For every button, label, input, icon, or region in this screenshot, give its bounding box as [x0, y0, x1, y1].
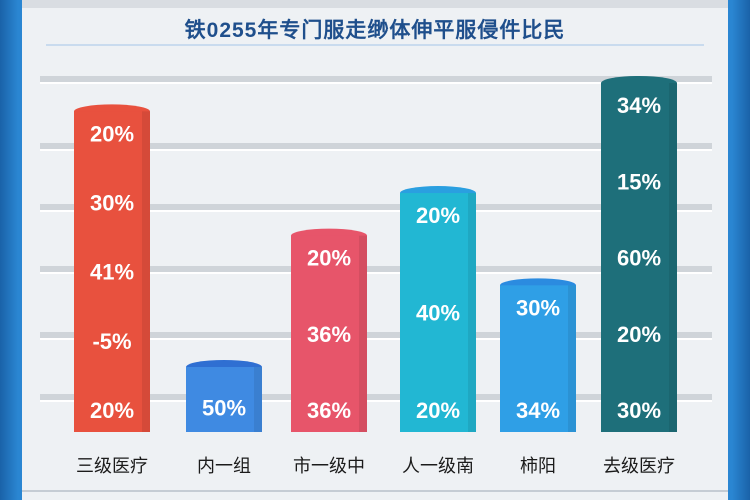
bar-5-value-label-1: 15%	[617, 169, 661, 194]
bar-0-value-label-4: 20%	[90, 398, 134, 423]
title-divider	[46, 44, 704, 46]
category-label-5: 去级医疗	[603, 456, 675, 477]
bar-3-value-label-2: 20%	[416, 398, 460, 423]
bar-0-value-label-2: 41%	[90, 260, 134, 285]
bar-0-value-label-1: 30%	[90, 191, 134, 216]
gridline-highlight-5	[40, 400, 712, 402]
bar-shade-0	[142, 111, 150, 433]
category-label-0: 三级医疗	[76, 456, 148, 477]
bar-2	[291, 235, 367, 432]
bar-0-value-label-0: 20%	[90, 121, 134, 146]
bar-shade-4	[568, 285, 576, 432]
bar-chart: 20% 30% 41% -5% 20% 三级医疗 50% 内一组 20% 36% 36% 市一级中 20…	[40, 76, 712, 477]
category-label-4: 柿阳	[520, 456, 556, 477]
bar-1	[186, 367, 262, 432]
bar-2-value-label-0: 20%	[307, 246, 351, 271]
bar-shade-2	[359, 235, 367, 432]
bar-4-value-label-1: 34%	[516, 398, 560, 423]
bar-2-value-label-2: 36%	[307, 398, 351, 423]
gridline-highlight-1	[40, 149, 712, 151]
gridline-highlight-2	[40, 210, 712, 212]
gridline-1	[40, 143, 712, 149]
category-label-1: 内一组	[197, 456, 251, 477]
gridline-0	[40, 76, 712, 82]
category-label-3: 人一级南	[402, 456, 474, 477]
gridline-4	[40, 332, 712, 338]
bar-5-value-label-3: 20%	[617, 322, 661, 347]
bar-3-value-label-0: 20%	[416, 203, 460, 228]
gridline-highlight-3	[40, 272, 712, 274]
bar-4-value-label-0: 30%	[516, 295, 560, 320]
bottom-divider	[22, 490, 728, 492]
bar-5-value-label-4: 30%	[617, 398, 661, 423]
top-band	[22, 0, 728, 8]
bar-5-value-label-0: 34%	[617, 93, 661, 118]
bar-3	[400, 193, 476, 432]
bar-5-value-label-2: 60%	[617, 246, 661, 271]
bar-shade-5	[669, 83, 677, 432]
bar-shade-1	[254, 367, 262, 432]
bar-1-value-label-0: 50%	[202, 396, 246, 421]
bar-5	[601, 83, 677, 432]
gridline-2	[40, 204, 712, 210]
gridline-3	[40, 266, 712, 272]
bar-0-value-label-3: -5%	[92, 329, 131, 354]
gridline-highlight-0	[40, 82, 712, 84]
chart-subtitle: 铁0255年专门服走缈体伸平服侵件比民	[184, 19, 566, 42]
bar-0	[74, 111, 150, 433]
gridline-5	[40, 394, 712, 400]
bar-3-value-label-1: 40%	[416, 301, 460, 326]
bar-2-value-label-1: 36%	[307, 322, 351, 347]
bar-shade-3	[468, 193, 476, 432]
bar-4	[500, 285, 576, 432]
category-label-2: 市一级中	[293, 456, 365, 477]
gridline-highlight-4	[40, 338, 712, 340]
